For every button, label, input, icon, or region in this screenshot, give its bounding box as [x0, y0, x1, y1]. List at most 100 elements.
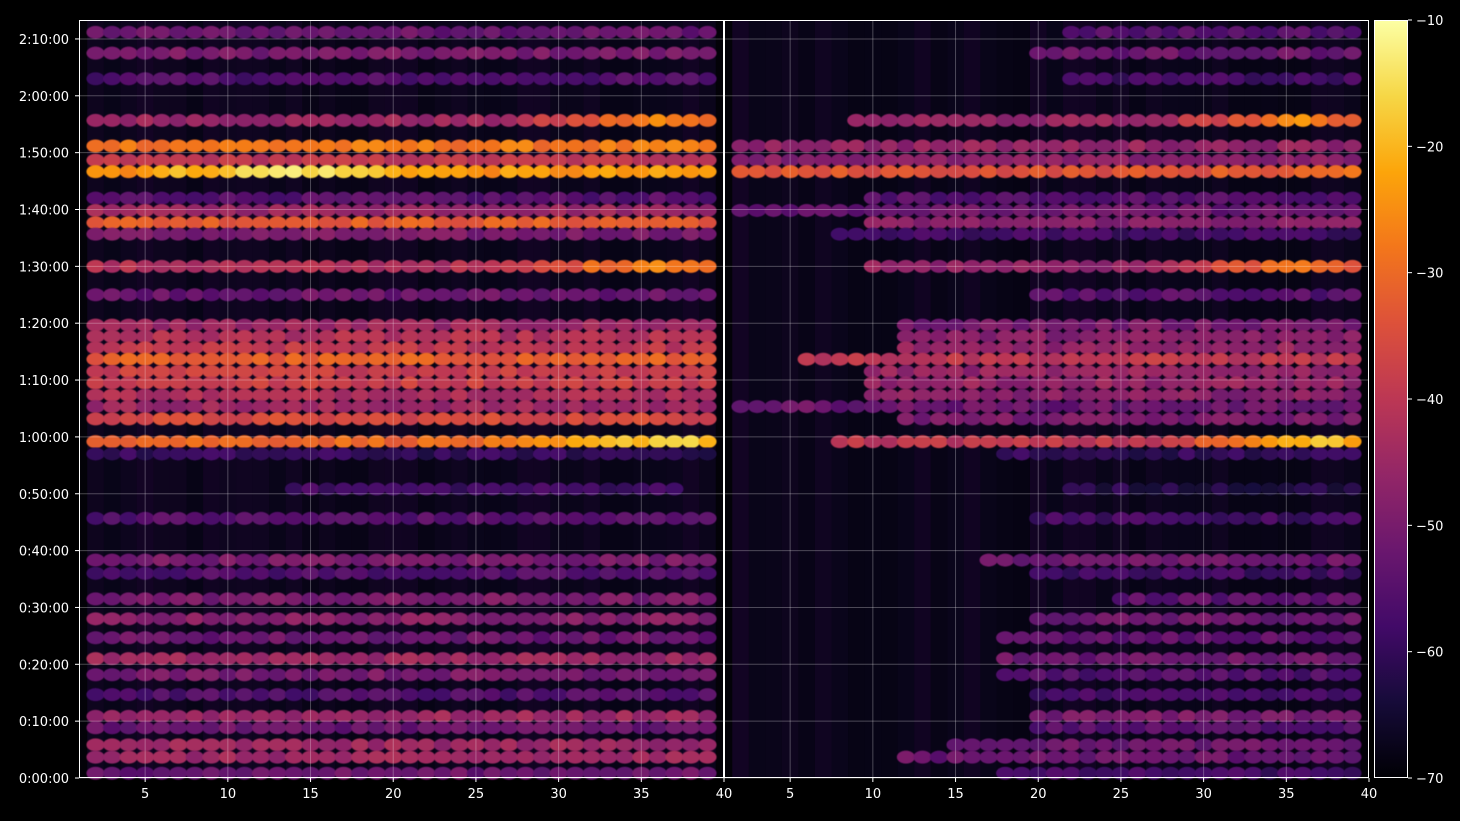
heat-cell [202, 709, 221, 723]
heat-cell [913, 165, 932, 179]
heat-cell [102, 435, 122, 449]
heat-cell [433, 318, 452, 332]
heat-cell [516, 216, 535, 230]
heat-cell [532, 388, 552, 402]
heat-cell [218, 738, 237, 752]
heat-cell [1244, 191, 1263, 205]
heat-cell [466, 388, 486, 402]
heat-cell [582, 288, 601, 302]
heat-cell [1029, 365, 1048, 379]
heat-cell [1128, 766, 1147, 780]
heat-cell [169, 668, 188, 682]
heat-cell [1260, 259, 1279, 273]
heat-cell [1244, 766, 1263, 780]
heat-cell [384, 139, 403, 153]
heat-cell [317, 738, 337, 752]
heat-cell [86, 388, 105, 402]
heat-cell [1227, 227, 1246, 241]
heat-cell [1095, 738, 1114, 752]
heat-cell [218, 25, 237, 39]
heat-cell [1260, 738, 1279, 752]
heat-cell [681, 46, 701, 60]
heat-cell [499, 566, 519, 580]
heat-cell [566, 318, 585, 332]
heat-cell [169, 329, 188, 343]
heat-cell [384, 288, 403, 302]
heat-cell [1244, 365, 1263, 379]
heat-cell [532, 227, 552, 241]
heat-cell [1244, 435, 1263, 449]
heat-cell [86, 435, 105, 449]
heat-cell [1326, 668, 1346, 682]
heat-cell [1095, 553, 1114, 567]
heat-cell [119, 318, 138, 332]
heat-cell [1244, 165, 1263, 179]
heat-cell [218, 46, 237, 60]
heat-cell [1177, 566, 1197, 580]
heat-cell [1177, 72, 1197, 86]
heat-cell [1012, 153, 1031, 167]
heat-cell [1260, 553, 1279, 567]
y-tick-label: 1:10:00 [19, 374, 69, 389]
heat-cell [1095, 400, 1114, 414]
heat-cell [1343, 412, 1362, 426]
heat-cell [1211, 288, 1230, 302]
heat-cell [1161, 652, 1180, 666]
heat-cell [301, 165, 320, 179]
heat-cell [582, 631, 601, 645]
heat-cell [1277, 766, 1296, 780]
heat-cell [830, 435, 849, 449]
heat-cell [202, 191, 221, 205]
heat-cell [235, 553, 254, 567]
heat-cell [665, 153, 684, 167]
heat-cell [648, 288, 667, 302]
heat-cell [1310, 329, 1329, 343]
heat-cell [1029, 553, 1048, 567]
heat-cell [1161, 709, 1180, 723]
heat-cell [880, 435, 899, 449]
heat-cell [301, 46, 320, 60]
heat-cell [119, 376, 138, 390]
heat-cell [698, 738, 717, 752]
heat-cell [119, 329, 138, 343]
heat-cell [235, 447, 254, 461]
heat-cell [1095, 750, 1114, 764]
heat-cell [301, 376, 320, 390]
heat-cell [880, 203, 899, 217]
heat-cell [1062, 766, 1081, 780]
heat-cell [1326, 113, 1346, 127]
heat-cell [119, 113, 138, 127]
heat-cell [351, 631, 370, 645]
heat-cell [450, 139, 469, 153]
heat-cell [400, 388, 419, 402]
heat-cell [1029, 139, 1048, 153]
heat-cell [218, 766, 237, 780]
heat-cell [1029, 259, 1048, 273]
heat-cell [599, 766, 618, 780]
heat-cell [119, 165, 138, 179]
heat-cell [648, 566, 667, 580]
heat-cell [830, 227, 849, 241]
heat-cell [615, 227, 634, 241]
heat-cell [351, 318, 370, 332]
heat-cell [499, 72, 519, 86]
heat-cell [1244, 46, 1263, 60]
heat-cell [102, 153, 122, 167]
heat-cell [202, 153, 221, 167]
heat-cell [450, 165, 469, 179]
heat-cell [1144, 612, 1164, 626]
heat-cell [86, 259, 105, 273]
heat-cell [351, 153, 370, 167]
heat-cell [152, 668, 171, 682]
heat-cell [1244, 216, 1263, 230]
heat-cell [334, 341, 353, 355]
heat-cell [1194, 750, 1213, 764]
heat-cell [417, 227, 436, 241]
heat-cell [1326, 566, 1346, 580]
heat-cell [615, 709, 634, 723]
heat-cell [880, 376, 899, 390]
heat-cell [996, 365, 1015, 379]
heat-cell [1062, 388, 1081, 402]
heat-cell [466, 376, 486, 390]
heat-cell [86, 592, 105, 606]
